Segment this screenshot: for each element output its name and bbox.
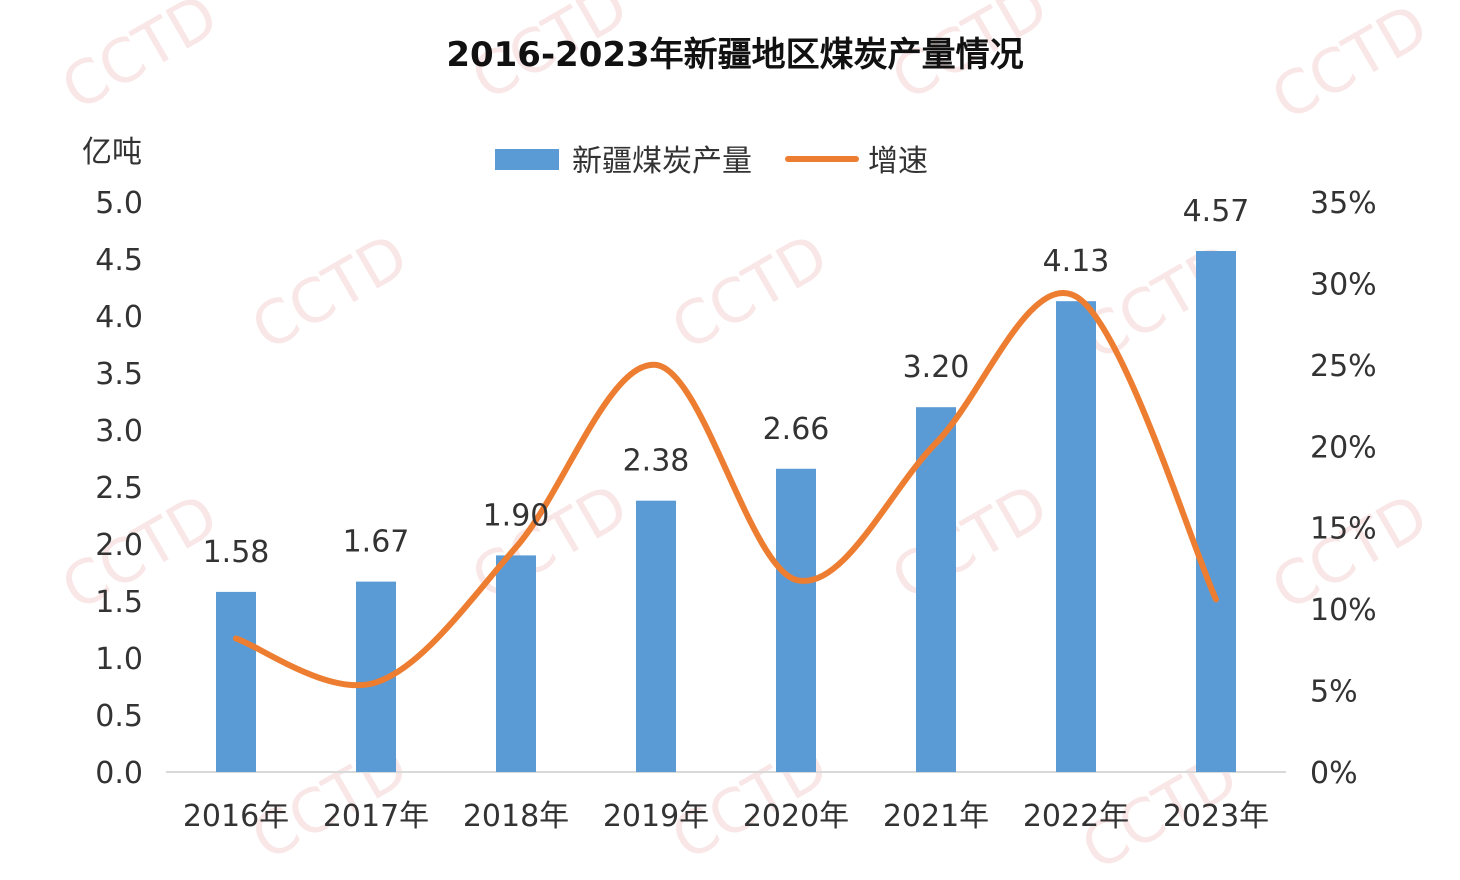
bar (496, 555, 536, 772)
legend-label-bar: 新疆煤炭产量 (572, 144, 752, 179)
legend-label-line: 增速 (868, 144, 928, 179)
y-left-tick-label: 3.0 (95, 414, 143, 449)
bar-series (216, 251, 1236, 772)
y-left-tick-label: 1.5 (95, 585, 143, 620)
x-tick-label: 2016年 (183, 799, 289, 834)
y-right-tick-label: 25% (1310, 349, 1377, 384)
x-tick-label: 2018年 (463, 799, 569, 834)
bar-value-label: 2.66 (763, 412, 830, 447)
x-tick-label: 2021年 (883, 799, 989, 834)
y-left-unit-label: 亿吨 (82, 135, 142, 170)
y-left-tick-label: 4.0 (95, 300, 143, 335)
bar-data-labels: 1.58 1.67 1.90 2.38 2.66 3.20 4.13 4.57 (203, 194, 1250, 570)
bar (216, 591, 256, 772)
watermark-text: CCTD (660, 221, 839, 365)
x-tick-label: 2020年 (743, 799, 849, 834)
bar-value-label: 1.67 (343, 525, 410, 560)
legend-swatch-bar (495, 149, 559, 170)
y-right-axis: 0% 5% 10% 15% 20% 25% 30% 35% (1310, 186, 1377, 791)
y-left-tick-label: 1.0 (95, 642, 143, 677)
growth-line-path (233, 290, 1219, 689)
bar-value-label: 1.58 (203, 535, 270, 570)
legend: 新疆煤炭产量 增速 (495, 144, 928, 179)
watermark-text: CCTD (880, 471, 1059, 615)
bar (1196, 251, 1236, 772)
x-tick-label: 2017年 (323, 799, 429, 834)
x-tick-label: 2022年 (1023, 799, 1129, 834)
bar-value-label: 2.38 (623, 444, 690, 479)
y-right-tick-label: 20% (1310, 430, 1377, 465)
bar (916, 407, 956, 772)
watermark-text: CCTD (240, 221, 419, 365)
y-left-tick-label: 5.0 (95, 186, 143, 221)
chart-title: 2016-2023年新疆地区煤炭产量情况 (446, 35, 1023, 75)
y-left-tick-label: 4.5 (95, 243, 143, 278)
bar-value-label: 1.90 (483, 498, 550, 533)
bar (1056, 301, 1096, 772)
y-right-tick-label: 0% (1310, 756, 1358, 791)
bar-value-label: 4.57 (1183, 194, 1250, 229)
y-right-tick-label: 15% (1310, 512, 1377, 547)
bar-value-label: 3.20 (903, 350, 970, 385)
bar (776, 468, 816, 772)
watermark-text: CCTD (50, 0, 229, 125)
x-tick-label: 2023年 (1163, 799, 1269, 834)
y-left-tick-label: 2.0 (95, 528, 143, 563)
y-left-tick-label: 0.5 (95, 699, 143, 734)
line-series (233, 290, 1219, 689)
x-axis: 2016年 2017年 2018年 2019年 2020年 2021年 2022年 2023年 (183, 799, 1269, 834)
bar-value-label: 4.13 (1043, 244, 1110, 279)
y-right-tick-label: 35% (1310, 186, 1377, 221)
y-left-tick-label: 0.0 (95, 756, 143, 791)
y-left-tick-label: 2.5 (95, 471, 143, 506)
y-right-tick-label: 5% (1310, 675, 1358, 710)
bar (636, 500, 676, 772)
x-tick-label: 2019年 (603, 799, 709, 834)
y-left-axis: 0.0 0.5 1.0 1.5 2.0 2.5 3.0 3.5 4.0 4.5 5.0 (95, 186, 143, 791)
y-right-tick-label: 30% (1310, 267, 1377, 302)
y-left-tick-label: 3.5 (95, 357, 143, 392)
watermark-text: CCTD (1260, 0, 1439, 135)
y-right-tick-label: 10% (1310, 593, 1377, 628)
